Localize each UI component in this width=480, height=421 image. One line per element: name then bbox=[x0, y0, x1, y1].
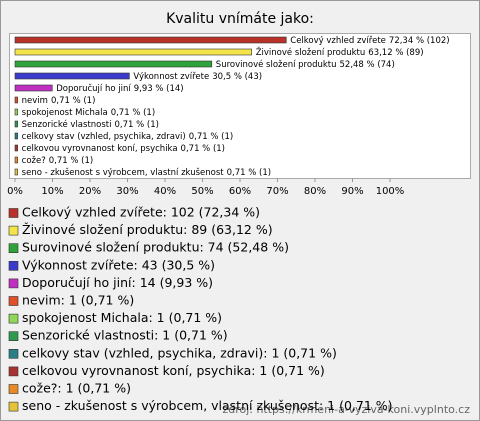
bar-value: 9,93 % (14) bbox=[134, 84, 184, 94]
bar-label: celkovou vyrovnanost koní, psychika 0,71 … bbox=[22, 144, 225, 154]
x-tick-label: 20% bbox=[79, 186, 101, 197]
bar-label: Senzorické vlastnosti 0,71 % (1) bbox=[22, 119, 159, 130]
bar-value: 0,71 % (1) bbox=[111, 108, 155, 118]
bar-label: cože? 0,71 % (1) bbox=[22, 156, 94, 166]
legend-swatch bbox=[8, 243, 19, 253]
x-tick-label: 10% bbox=[41, 186, 63, 197]
legend-swatch bbox=[8, 401, 19, 412]
plot-area bbox=[9, 33, 471, 179]
bar bbox=[14, 48, 252, 56]
x-tick-label: 0% bbox=[7, 186, 23, 197]
x-tick-label: 50% bbox=[191, 186, 213, 197]
bar-category: Senzorické vlastnosti bbox=[22, 119, 112, 130]
bar-category: Výkonnost zvířete bbox=[133, 72, 209, 82]
bar bbox=[14, 168, 18, 176]
bar bbox=[14, 144, 18, 152]
legend-swatch bbox=[8, 348, 19, 359]
x-tick-label: 70% bbox=[266, 186, 288, 197]
x-tick-label: 40% bbox=[154, 186, 176, 197]
bar-label: Celkový vzhled zvířete 72,34 % (102) bbox=[290, 36, 449, 46]
bar-category: nevim bbox=[22, 96, 48, 106]
x-tick-label: 100% bbox=[376, 186, 405, 197]
bar-category: Celkový vzhled zvířete bbox=[290, 36, 386, 46]
chart-title: Kvalitu vnímáte jako: bbox=[166, 11, 314, 27]
bar-label: nevim 0,71 % (1) bbox=[22, 96, 96, 106]
bar bbox=[14, 36, 287, 44]
legend-swatch bbox=[8, 313, 19, 324]
legend-swatch bbox=[8, 296, 19, 306]
legend-label: Senzorické vlastnosti: 1 (0,71 %) bbox=[22, 328, 228, 343]
x-tick-label: 90% bbox=[341, 186, 363, 197]
x-tick-label: 60% bbox=[229, 186, 251, 197]
bar-label: Doporučují ho jiní 9,93 % (14) bbox=[56, 83, 183, 94]
bar-category: spokojenost Michala bbox=[22, 108, 108, 118]
legend-swatch bbox=[8, 278, 19, 289]
legend-label: Živinové složení produktu: 89 (63,12 %) bbox=[22, 222, 273, 237]
bar-category: celkovy stav (vzhled, psychika, zdravi) bbox=[22, 132, 186, 142]
legend-label: seno - zkušenost s výrobcem, vlastní zku… bbox=[22, 398, 393, 413]
bar-value: 0,71 % (1) bbox=[181, 144, 225, 154]
bar bbox=[14, 120, 18, 128]
bar-category: Doporučují ho jiní bbox=[56, 83, 131, 94]
legend-swatch bbox=[8, 384, 19, 394]
bar-label: seno - zkušenost s výrobcem, vlastní zku… bbox=[22, 167, 271, 178]
x-tick-label: 30% bbox=[116, 186, 138, 197]
legend-swatch bbox=[8, 366, 19, 377]
bar-value: 0,71 % (1) bbox=[227, 168, 271, 178]
legend-swatch bbox=[8, 225, 19, 236]
bar-category: celkovou vyrovnanost koní, psychika bbox=[22, 144, 178, 154]
bar bbox=[14, 132, 18, 140]
bar-value: 0,71 % (1) bbox=[114, 120, 158, 130]
legend-label: Surovinové složení produktu: 74 (52,48 %… bbox=[22, 240, 289, 255]
bar-value: 63,12 % (89) bbox=[368, 48, 423, 58]
legend-label: nevim: 1 (0,71 %) bbox=[22, 293, 134, 308]
legend-label: Doporučují ho jiní: 14 (9,93 %) bbox=[22, 275, 213, 290]
legend-swatch bbox=[8, 260, 19, 271]
legend-label: Celkový vzhled zvířete: 102 (72,34 %) bbox=[22, 205, 260, 220]
bar bbox=[14, 96, 18, 104]
legend-swatch bbox=[8, 331, 19, 342]
legend-label: celkovou vyrovnanost koní, psychika: 1 (… bbox=[22, 363, 325, 378]
bar bbox=[14, 72, 130, 80]
bar-label: Živinové složení produktu 63,12 % (89) bbox=[256, 46, 424, 58]
bar-value: 30,5 % (43) bbox=[212, 72, 262, 82]
bar bbox=[14, 108, 18, 116]
bar-label: Výkonnost zvířete 30,5 % (43) bbox=[133, 72, 262, 82]
bar-value: 72,34 % (102) bbox=[389, 36, 450, 46]
legend-label: cože?: 1 (0,71 %) bbox=[22, 381, 131, 396]
bar-value: 52,48 % (74) bbox=[340, 60, 395, 70]
source: zdroj: https://krmeni-a-vyziva-koni.vypl… bbox=[222, 403, 470, 416]
bar-value: 0,71 % (1) bbox=[189, 132, 233, 142]
bar-category: cože? bbox=[22, 156, 46, 166]
bar bbox=[14, 84, 53, 92]
bar bbox=[14, 156, 18, 164]
bar-label: spokojenost Michala 0,71 % (1) bbox=[22, 108, 155, 118]
bar bbox=[14, 60, 213, 68]
bar-label: Surovinové složení produktu 52,48 % (74) bbox=[216, 59, 395, 70]
legend-label: Výkonnost zvířete: 43 (30,5 %) bbox=[22, 257, 215, 272]
legend-label: spokojenost Michala: 1 (0,71 %) bbox=[22, 310, 222, 325]
legend-label: celkovy stav (vzhled, psychika, zdravi):… bbox=[22, 345, 337, 360]
legend-swatch bbox=[8, 208, 19, 218]
bar-value: 0,71 % (1) bbox=[51, 96, 95, 106]
bar-category: Živinové složení produktu bbox=[256, 46, 366, 58]
x-tick-label: 80% bbox=[304, 186, 326, 197]
bar-category: Surovinové složení produktu bbox=[216, 59, 337, 70]
bar-value: 0,71 % (1) bbox=[49, 156, 93, 166]
bar-category: seno - zkušenost s výrobcem, vlastní zku… bbox=[22, 167, 225, 178]
bar-label: celkovy stav (vzhled, psychika, zdravi) 0… bbox=[22, 132, 234, 142]
